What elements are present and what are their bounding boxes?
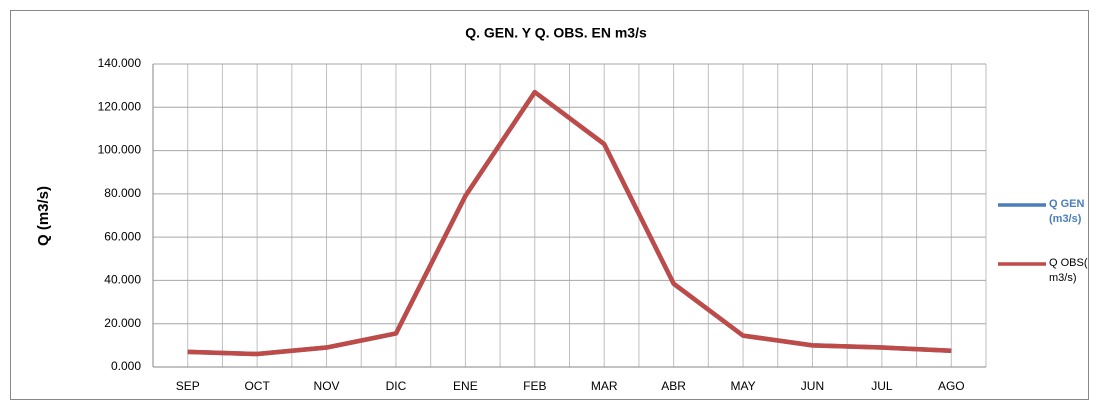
x-tick-label: FEB xyxy=(523,379,546,393)
chart-border xyxy=(10,10,1089,400)
x-tick-label: MAY xyxy=(730,379,755,393)
x-tick-label: SEP xyxy=(176,379,200,393)
legend-label: Q GEN (m3/s) xyxy=(1049,198,1085,225)
x-tick-label: AGO xyxy=(938,379,965,393)
x-tick-label: MAR xyxy=(591,379,618,393)
y-tick-label: 100.000 xyxy=(98,143,142,157)
chart-title: Q. GEN. Y Q. OBS. EN m3/s xyxy=(465,25,647,41)
y-tick-label: 40.000 xyxy=(104,273,141,287)
y-tick-label: 20.000 xyxy=(104,316,141,330)
y-tick-label: 120.000 xyxy=(98,99,142,113)
x-tick-label: JUL xyxy=(871,379,893,393)
x-tick-label: ABR xyxy=(661,379,686,393)
x-tick-label: JUN xyxy=(801,379,824,393)
y-tick-label: 60.000 xyxy=(104,229,141,243)
legend-label: Q OBS( m3/s) xyxy=(1049,257,1088,284)
y-tick-label: 0.000 xyxy=(111,359,141,373)
x-tick-label: ENE xyxy=(453,379,478,393)
x-tick-label: OCT xyxy=(244,379,270,393)
x-tick-label: NOV xyxy=(314,379,340,393)
x-tick-label: DIC xyxy=(386,379,407,393)
y-tick-label: 80.000 xyxy=(104,186,141,200)
series-line xyxy=(187,89,952,357)
y-axis-label: Q (m3/s) xyxy=(35,186,52,246)
y-tick-label: 140.000 xyxy=(98,56,142,70)
